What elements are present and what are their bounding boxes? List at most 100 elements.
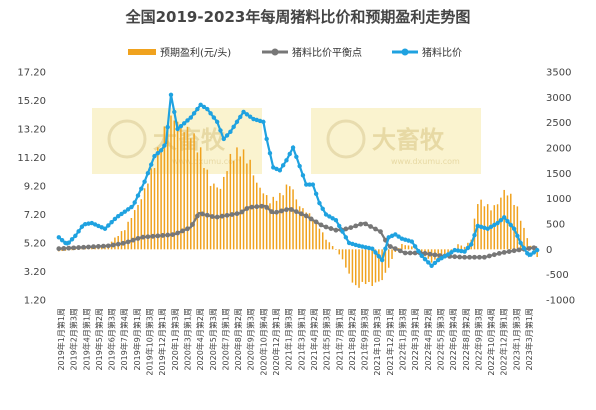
- ratio-point: [247, 114, 253, 119]
- ratio-point: [89, 220, 95, 226]
- profit-bar: [130, 218, 133, 250]
- breakeven-point: [120, 240, 126, 246]
- ratio-point: [317, 200, 322, 206]
- profit-bar: [269, 203, 271, 250]
- breakeven-point: [432, 252, 438, 258]
- watermark-right-brand: 大畜牧: [372, 126, 445, 154]
- ratio-point: [162, 143, 167, 148]
- breakeven-point: [194, 213, 200, 219]
- right-tick-label: 1000: [546, 194, 571, 205]
- ratio-point: [175, 126, 180, 132]
- profit-bar: [242, 149, 245, 250]
- ratio-point: [376, 254, 382, 259]
- breakeven-point: [175, 230, 180, 236]
- ratio-point: [459, 248, 464, 254]
- breakeven-point: [274, 209, 279, 215]
- x-tick-label: 2022年10月第4周: [486, 308, 496, 376]
- ratio-point: [145, 170, 151, 176]
- legend-marker-ratio: [401, 48, 409, 56]
- ratio-point: [465, 245, 471, 251]
- ratio-point: [300, 173, 306, 178]
- breakeven-point: [323, 224, 329, 230]
- breakeven-point: [284, 207, 289, 213]
- breakeven-point: [526, 246, 532, 251]
- profit-bar: [249, 159, 251, 250]
- ratio-point: [310, 182, 316, 187]
- ratio-point: [280, 163, 286, 168]
- breakeven-point: [214, 214, 220, 220]
- profit-bar: [490, 210, 492, 250]
- breakeven-point: [110, 242, 116, 248]
- profit-bar: [133, 210, 136, 250]
- profit-bar: [236, 147, 238, 250]
- x-tick-label: 2021年10月第3周: [372, 308, 382, 376]
- breakeven-point: [239, 209, 245, 215]
- ratio-point: [495, 220, 500, 226]
- ratio-point: [86, 221, 91, 226]
- ratio-point: [518, 240, 523, 246]
- ratio-point: [211, 115, 217, 120]
- ratio-point: [442, 254, 448, 259]
- profit-bar: [374, 249, 377, 283]
- x-tick-label: 2019年5月第2周: [94, 308, 104, 371]
- x-tick-label: 2022年8月第2周: [461, 308, 471, 371]
- breakeven-point: [333, 227, 339, 233]
- profit-bar: [401, 243, 403, 250]
- breakeven-point: [462, 254, 467, 260]
- breakeven-point: [204, 212, 210, 218]
- breakeven-point: [125, 239, 131, 245]
- x-tick-label: 2022年1月第3周: [398, 308, 408, 371]
- profit-bar: [358, 249, 360, 288]
- ratio-point: [274, 166, 279, 172]
- ratio-point: [241, 109, 246, 115]
- ratio-point: [422, 256, 428, 262]
- ratio-point: [534, 247, 540, 253]
- ratio-point: [228, 129, 233, 135]
- profit-bar: [381, 249, 383, 281]
- ratio-point: [531, 250, 537, 255]
- breakeven-point: [392, 246, 398, 252]
- watermark-left-url: www.dxumu.com: [172, 157, 241, 166]
- breakeven-point: [56, 246, 62, 252]
- ratio-point: [148, 162, 154, 167]
- breakeven-point: [412, 250, 418, 256]
- legend-label-breakeven: 猪料比价平衡点: [292, 46, 362, 59]
- ratio-point: [116, 214, 121, 219]
- ratio-point: [218, 128, 223, 133]
- ratio-point: [224, 133, 230, 138]
- ratio-point: [363, 245, 368, 250]
- x-tick-label: 2021年5月第3周: [322, 308, 332, 371]
- breakeven-point: [190, 222, 195, 227]
- x-tick-label: 2019年1月第1周: [56, 308, 66, 371]
- profit-bar: [193, 133, 195, 250]
- profit-bar: [397, 248, 400, 250]
- ratio-point: [122, 209, 128, 214]
- profit-bar: [199, 147, 202, 250]
- breakeven-point: [86, 244, 91, 250]
- profit-bar: [440, 249, 443, 257]
- breakeven-point: [135, 236, 141, 241]
- profit-bar: [328, 242, 331, 250]
- profit-bar: [275, 200, 278, 250]
- chart-title: 全国2019-2023年每周猪料比价和预期盈利走势图: [125, 8, 471, 26]
- right-tick-label: 2500: [546, 118, 571, 129]
- ratio-point: [188, 115, 193, 120]
- x-axis: 2019年1月第1周 2019年2月第3周 2019年4月第1周 2019年5月第2周…: [56, 308, 534, 376]
- ratio-point: [304, 182, 309, 187]
- profit-bar: [229, 153, 232, 250]
- profit-bar: [430, 249, 433, 263]
- ratio-point: [350, 241, 355, 247]
- x-tick-label: 2021年8月第2周: [347, 308, 357, 371]
- x-tick-label: 2019年2月第3周: [69, 308, 79, 371]
- ratio-point: [475, 223, 480, 229]
- breakeven-point: [264, 204, 270, 210]
- right-tick-label: -1000: [546, 296, 575, 307]
- ratio-point: [198, 102, 203, 107]
- breakeven-point: [402, 250, 408, 256]
- x-tick-label: 2020年12月第1周: [271, 308, 281, 376]
- profit-bar: [351, 249, 354, 283]
- ratio-point: [290, 145, 296, 150]
- profit-bar: [279, 192, 281, 250]
- profit-bar: [61, 249, 63, 252]
- profit-bar: [259, 187, 261, 250]
